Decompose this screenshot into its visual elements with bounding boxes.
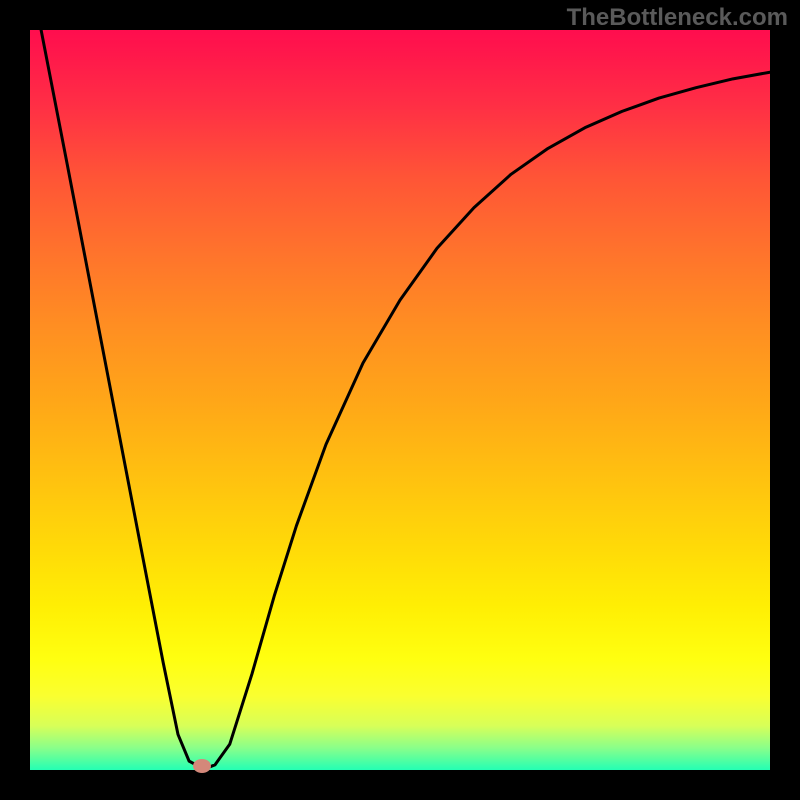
marker-dot: [193, 759, 211, 773]
chart-container: TheBottleneck.com: [0, 0, 800, 800]
curve: [30, 30, 770, 770]
plot-area: [30, 30, 770, 770]
watermark-text: TheBottleneck.com: [567, 4, 788, 32]
